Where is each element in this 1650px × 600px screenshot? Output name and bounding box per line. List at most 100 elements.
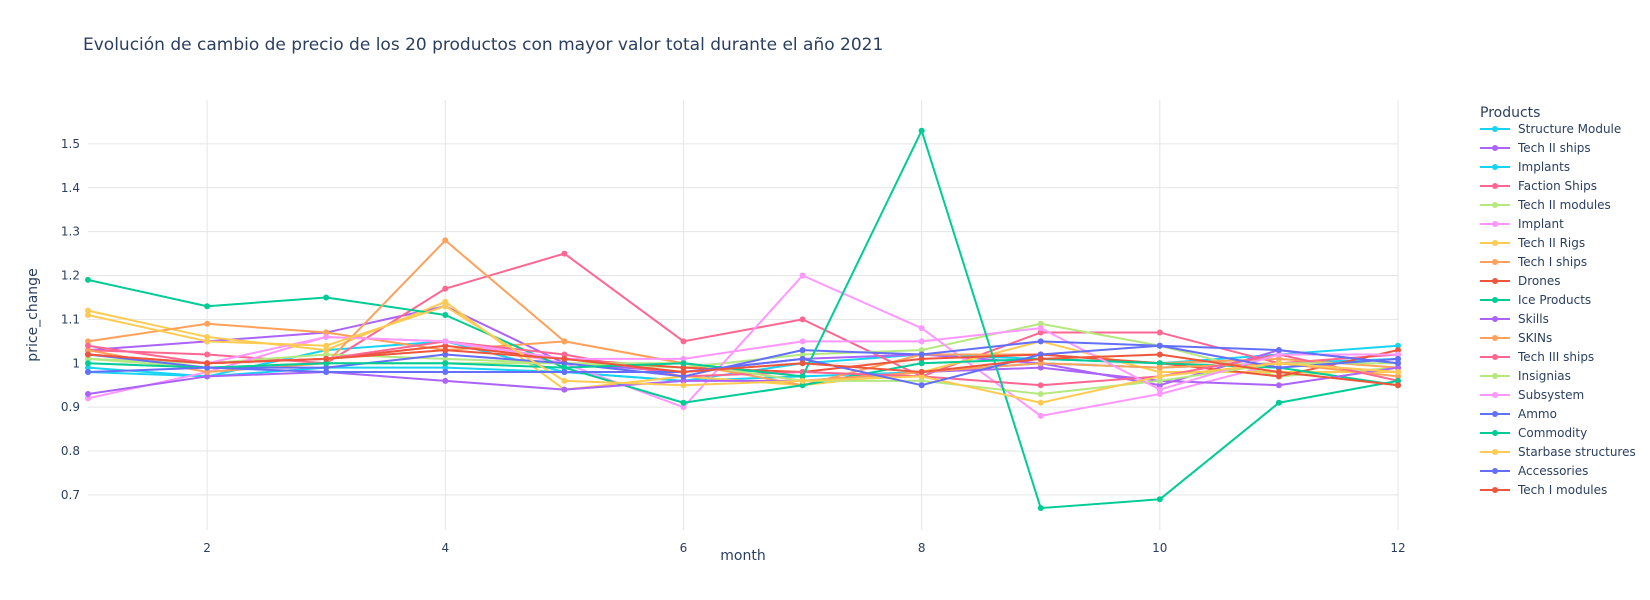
legend-label: Tech II Rigs (1517, 236, 1585, 250)
x-tick-label: 12 (1390, 541, 1405, 555)
data-point (799, 316, 806, 323)
legend-item[interactable]: SKINs (1480, 331, 1552, 345)
legend-label: Accessories (1518, 464, 1588, 478)
legend-item[interactable]: Accessories (1480, 464, 1588, 478)
data-point (442, 303, 449, 310)
data-point (442, 351, 449, 358)
legend-swatch-marker (1492, 487, 1498, 493)
data-point (1275, 373, 1282, 380)
legend-item[interactable]: Tech II ships (1480, 141, 1591, 155)
data-point (1037, 355, 1044, 362)
data-point (204, 364, 211, 371)
data-point (1395, 360, 1401, 367)
legend-item[interactable]: Tech II Rigs (1480, 236, 1585, 250)
data-point (561, 377, 568, 384)
series-line (87, 340, 1399, 378)
data-point (442, 338, 449, 345)
data-point (680, 364, 687, 371)
legend-swatch-marker (1492, 316, 1498, 322)
data-point (1395, 373, 1401, 380)
legend-item[interactable]: Insignias (1480, 369, 1571, 383)
legend-item[interactable]: Faction Ships (1480, 179, 1597, 193)
data-point (1395, 382, 1401, 389)
data-point (1156, 390, 1163, 397)
legend-item[interactable]: Skills (1480, 312, 1549, 326)
legend-item[interactable]: Ice Products (1480, 293, 1591, 307)
legend-label: Drones (1518, 274, 1561, 288)
x-tick-label: 10 (1152, 541, 1167, 555)
data-point (918, 127, 925, 134)
data-point (561, 351, 568, 358)
legend-item[interactable]: Starbase structures (1480, 445, 1636, 459)
legend-item[interactable]: Tech II modules (1480, 198, 1611, 212)
legend-swatch-marker (1492, 354, 1498, 360)
data-point (1395, 377, 1401, 384)
legend-label: Skills (1518, 312, 1549, 326)
chart-title: Evolución de cambio de precio de los 20 … (83, 35, 883, 55)
legend-item[interactable]: Implant (1480, 217, 1564, 231)
legend-item[interactable]: Structure Module (1480, 122, 1621, 136)
data-point (323, 333, 330, 340)
data-point (85, 390, 91, 397)
data-point (323, 355, 330, 362)
data-point (799, 272, 806, 279)
data-point (442, 364, 449, 371)
data-point (799, 373, 806, 380)
series-group (85, 127, 1401, 512)
data-point (1037, 412, 1044, 419)
data-point (442, 285, 449, 292)
data-point (680, 399, 687, 406)
data-point (1037, 382, 1044, 389)
data-point (918, 377, 925, 384)
legend-item[interactable]: Tech III ships (1480, 350, 1594, 364)
series-line (87, 327, 1398, 391)
legend-swatch-marker (1492, 373, 1498, 379)
data-point (85, 369, 91, 376)
legend-swatch-marker (1492, 449, 1498, 455)
legend-swatch-marker (1492, 259, 1498, 265)
legend-label: Structure Module (1518, 122, 1621, 136)
data-point (442, 298, 449, 305)
legend-item[interactable]: Ammo (1480, 407, 1557, 421)
legend-item[interactable]: Tech I modules (1480, 483, 1607, 497)
data-point (1395, 351, 1401, 358)
data-point (799, 382, 806, 389)
legend-label: Tech II modules (1517, 198, 1611, 212)
data-point (1037, 338, 1044, 345)
data-point (799, 338, 806, 345)
legend-title: Products (1480, 105, 1540, 121)
y-tick-label: 1.4 (61, 181, 80, 195)
legend-item[interactable]: Implants (1480, 160, 1570, 174)
data-point (85, 360, 91, 367)
legend-swatch-marker (1492, 468, 1498, 474)
data-point (85, 276, 91, 283)
legend-label: Tech I modules (1517, 483, 1607, 497)
legend-item[interactable]: Subsystem (1480, 388, 1584, 402)
data-point (204, 338, 211, 345)
data-point (442, 347, 449, 354)
data-point (1275, 351, 1282, 358)
x-tick-label: 6 (680, 541, 688, 555)
legend-swatch-marker (1492, 183, 1498, 189)
x-tick-label: 8 (918, 541, 926, 555)
legend-item[interactable]: Commodity (1480, 426, 1587, 440)
legend-label: Insignias (1518, 369, 1571, 383)
data-point (204, 360, 211, 367)
series-starbase-structures (85, 303, 1401, 406)
data-point (85, 312, 91, 318)
data-point (918, 347, 925, 354)
data-point (680, 404, 687, 411)
data-point (323, 342, 330, 349)
data-point (204, 320, 211, 327)
data-point (204, 303, 211, 310)
legend-swatch-marker (1492, 392, 1498, 398)
legend-item[interactable]: Tech I ships (1480, 255, 1587, 269)
series-line (87, 278, 1399, 404)
data-point (799, 351, 806, 358)
legend-item[interactable]: Drones (1480, 274, 1561, 288)
legend-label: Tech III ships (1517, 350, 1594, 364)
y-tick-label: 0.8 (61, 444, 80, 458)
data-point (1156, 496, 1163, 503)
series-commodity (85, 127, 1401, 512)
